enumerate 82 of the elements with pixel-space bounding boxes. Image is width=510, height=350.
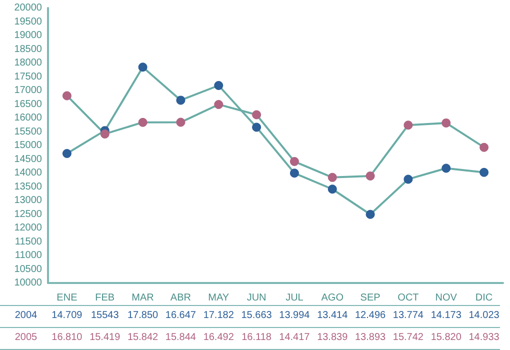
point [404, 174, 413, 184]
data-label: 13.994 [278, 309, 311, 323]
point [62, 149, 72, 158]
point [442, 118, 451, 128]
data-label: 14.933 [468, 331, 500, 345]
data-label: 13.893 [354, 331, 387, 345]
data-label: 14.173 [430, 309, 462, 323]
y-tick-label: 15000 [14, 140, 42, 151]
data-label: 14.023 [468, 309, 500, 323]
point [62, 91, 72, 100]
point [290, 157, 299, 166]
data-label: 12.496 [354, 309, 387, 323]
data-label: 15543 [90, 309, 120, 323]
data-label: 16.810 [50, 331, 84, 345]
point [214, 100, 224, 109]
data-label: 16.492 [202, 331, 235, 345]
y-tick-label: 13000 [14, 195, 42, 206]
point [138, 118, 148, 127]
y-tick-label: 19000 [14, 30, 42, 41]
data-label: 14.709 [50, 309, 84, 323]
x-tick-label: JUL [286, 292, 304, 304]
y-tick-label: 18000 [14, 58, 42, 68]
y-tick-label: 12000 [14, 222, 42, 234]
point [252, 122, 262, 132]
y-tick-label: 17500 [14, 71, 42, 82]
y-tick-label: 16000 [14, 112, 42, 124]
y-tick-label: 10500 [14, 264, 42, 275]
point [138, 62, 148, 72]
data-label: 15.842 [126, 331, 160, 345]
data-label: 13.414 [316, 309, 349, 323]
data-label: 17.182 [202, 309, 235, 323]
y-tick-label: 10000 [14, 278, 42, 288]
point [176, 96, 186, 105]
point [328, 172, 337, 182]
y-tick-label: 11000 [14, 250, 42, 261]
point [214, 80, 224, 90]
text: 2004 [14, 309, 38, 323]
point [100, 129, 110, 138]
point [366, 210, 375, 219]
data-label: 15.844 [164, 331, 197, 345]
data-label: 13.839 [316, 331, 349, 345]
data-label: 14.417 [278, 331, 311, 345]
y-tick-label: 12500 [14, 208, 42, 220]
y-tick-label: 17000 [14, 85, 42, 96]
y-tick-label: 20000 [14, 2, 42, 14]
x-tick-label: SEP [360, 292, 381, 304]
data-label: 15.742 [392, 331, 424, 345]
point [442, 164, 451, 173]
y-tick-label: 15500 [14, 126, 42, 138]
y-tick-label: 16500 [14, 98, 42, 110]
x-tick-label: NOV [435, 292, 458, 304]
x-tick-label: ABR [170, 292, 191, 304]
text: 2005 [14, 331, 38, 345]
point [366, 171, 375, 180]
data-label: 16.118 [240, 331, 272, 345]
point [328, 184, 337, 194]
x-tick-label: AGO [321, 292, 344, 304]
point [480, 142, 489, 152]
y-tick-label: 19500 [14, 16, 42, 28]
data-label: 15.663 [240, 309, 273, 323]
x-tick-label: DIC [475, 292, 493, 304]
point [480, 168, 489, 177]
y-tick-label: 18500 [14, 44, 42, 55]
data-label: 15.820 [430, 331, 462, 345]
point [290, 168, 299, 178]
y-tick-label: 14500 [14, 154, 42, 165]
data-label: 15.419 [88, 331, 122, 345]
y-tick-label: 11500 [14, 236, 42, 248]
point [404, 120, 413, 130]
x-tick-label: FEB [95, 292, 115, 304]
x-tick-label: OCT [398, 292, 419, 304]
point [176, 118, 186, 127]
x-tick-label: JUN [246, 292, 266, 304]
x-tick-label: MAR [132, 292, 154, 304]
data-label: 17.850 [126, 309, 160, 323]
data-label: 16.647 [164, 309, 197, 323]
data-label: 13.774 [392, 309, 424, 323]
y-tick-label: 14000 [14, 168, 42, 178]
y-tick-label: 13500 [14, 181, 42, 192]
x-tick-label: MAY [208, 292, 230, 304]
point [252, 110, 262, 120]
x-tick-label: ENE [56, 292, 78, 304]
